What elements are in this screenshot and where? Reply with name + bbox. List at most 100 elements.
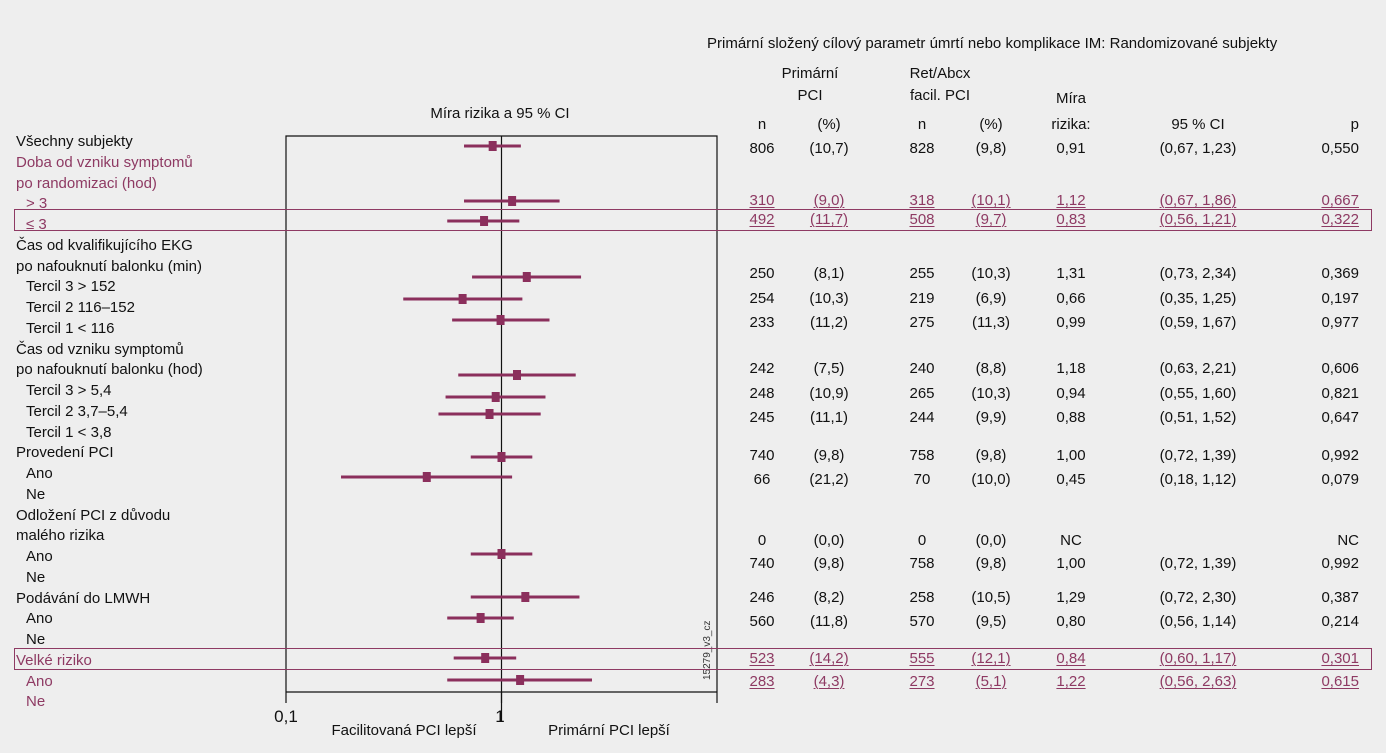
cell-p: 0,615	[1321, 673, 1359, 690]
cell-pct1: (11,2)	[809, 314, 849, 331]
subgroup-label: ≤ 3	[26, 216, 47, 233]
cell-hr: 1,18	[1056, 360, 1086, 377]
cell-hr: 0,80	[1056, 613, 1086, 630]
cell-p: 0,977	[1321, 314, 1359, 331]
cell-pct2: (9,7)	[975, 211, 1007, 228]
cell-hr: 0,88	[1056, 409, 1086, 426]
cell-p: 0,992	[1321, 555, 1359, 572]
cell-n2: 0	[917, 532, 927, 549]
x-note-left: Facilitovaná PCI lepší	[331, 722, 477, 739]
cell-pct2: (10,0)	[971, 471, 1011, 488]
cell-p: 0,079	[1321, 471, 1359, 488]
figure-title: Primární složený cílový parametr úmrtí n…	[707, 35, 1278, 52]
cell-n1: 740	[749, 447, 775, 464]
cell-pct1: (21,2)	[809, 471, 849, 488]
col-group1-line2: PCI	[797, 87, 823, 104]
cell-ci: (0,72, 1,39)	[1159, 555, 1237, 572]
cell-n2: 219	[909, 290, 935, 307]
cell-pct1: (0,0)	[813, 532, 845, 549]
cell-hr: 1,31	[1056, 265, 1086, 282]
cell-pct2: (9,8)	[975, 447, 1007, 464]
cell-hr: 0,83	[1056, 211, 1086, 228]
hr-marker	[481, 653, 490, 663]
highlight-row-box	[14, 648, 1372, 670]
cell-n2: 240	[909, 360, 935, 377]
cell-n1: 310	[749, 192, 775, 209]
cell-pct2: (8,8)	[975, 360, 1007, 377]
col-rate-header-line2: rizika:	[1051, 116, 1091, 133]
hr-marker	[458, 294, 467, 304]
subgroup-label: Ano	[26, 610, 53, 628]
cell-pct2: (9,8)	[975, 555, 1007, 572]
col-n1-header: n	[757, 116, 767, 133]
col-group1-line1: Primární	[781, 65, 839, 82]
cell-pct1: (9,0)	[813, 192, 845, 209]
subgroup-label: Velké riziko	[16, 651, 92, 669]
cell-p: 0,667	[1321, 192, 1359, 209]
col-p-header: p	[1350, 116, 1359, 133]
cell-n1: 242	[749, 360, 775, 377]
cell-ci: (0,51, 1,52)	[1159, 409, 1237, 426]
subgroup-label: Ano	[26, 672, 53, 690]
cell-n2: 555	[909, 650, 935, 667]
col-n2-header: n	[917, 116, 927, 133]
cell-hr: 0,66	[1056, 290, 1086, 307]
cell-ci: (0,56, 1,14)	[1159, 613, 1237, 630]
cell-ci: (0,63, 2,21)	[1159, 360, 1237, 377]
subgroup-label: Ne	[26, 485, 46, 503]
cell-p: 0,197	[1321, 290, 1359, 307]
cell-ci: (0,35, 1,25)	[1159, 290, 1237, 307]
cell-hr: 1,00	[1056, 447, 1086, 464]
cell-pct2: (9,9)	[975, 409, 1007, 426]
hr-marker	[521, 592, 530, 602]
cell-p: 0,322	[1321, 211, 1359, 228]
cell-pct2: (12,1)	[971, 650, 1011, 667]
cell-n2: 275	[909, 314, 935, 331]
col-ci-header: 95 % CI	[1171, 116, 1225, 133]
cell-n2: 758	[909, 447, 935, 464]
cell-pct1: (4,3)	[813, 673, 845, 690]
subgroup-label: Tercil 2 3,7–5,4	[26, 402, 128, 420]
cell-n2: 255	[909, 265, 935, 282]
cell-ci: (0,56, 1,21)	[1159, 211, 1237, 228]
subgroup-label: Tercil 1 < 3,8	[26, 423, 112, 441]
cell-hr: 0,84	[1056, 650, 1086, 667]
subgroup-label: malého rizika	[16, 527, 105, 545]
x-tick-label-1: 1	[495, 707, 505, 726]
subgroup-label: Doba od vzniku symptomů	[16, 153, 193, 171]
cell-hr: 1,22	[1056, 673, 1086, 690]
cell-ci: (0,59, 1,67)	[1159, 314, 1237, 331]
subgroup-label: Ne	[26, 631, 46, 648]
subgroup-label: Ano	[26, 548, 53, 565]
cell-n2: 70	[913, 471, 931, 488]
col-rate-header-line1: Míra	[1056, 90, 1086, 107]
cell-n1: 740	[749, 555, 775, 572]
cell-p: 0,550	[1321, 140, 1359, 157]
subgroup-label: Čas od vzniku symptomů	[16, 340, 184, 358]
col-group2-line2: facil. PCI	[909, 87, 971, 104]
subgroup-label: Podávání do LMWH	[16, 589, 151, 607]
cell-pct2: (6,9)	[975, 290, 1007, 307]
cell-pct2: (9,5)	[975, 613, 1007, 630]
subgroup-label: Ano	[26, 465, 53, 482]
plot-title: Míra rizika a 95 % CI	[430, 105, 570, 122]
cell-ci: (0,56, 2,63)	[1159, 673, 1237, 690]
cell-n2: 318	[909, 192, 935, 209]
subgroup-label: Tercil 2 116–152	[26, 299, 135, 316]
subgroup-label: Ne	[26, 568, 46, 586]
subgroup-label: po randomizaci (hod)	[16, 174, 157, 192]
cell-pct2: (9,8)	[975, 140, 1007, 157]
cell-hr: 1,29	[1056, 589, 1086, 606]
cell-n1: 523	[749, 650, 775, 667]
cell-p: NC	[1337, 532, 1359, 549]
hr-marker	[508, 196, 517, 206]
cell-pct2: (5,1)	[975, 673, 1007, 690]
cell-pct2: (0,0)	[975, 532, 1007, 549]
hr-marker	[512, 370, 521, 380]
cell-pct2: (10,5)	[971, 589, 1011, 606]
cell-n2: 828	[909, 140, 935, 157]
cell-n2: 244	[909, 409, 935, 426]
cell-hr: 1,12	[1056, 192, 1086, 209]
cell-p: 0,214	[1321, 613, 1359, 630]
cell-pct2: (10,3)	[971, 385, 1011, 402]
